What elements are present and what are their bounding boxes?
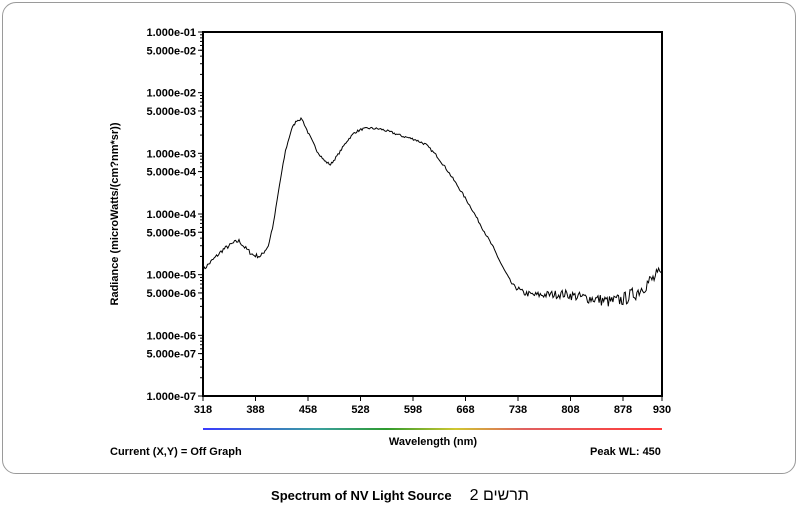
x-tick-label: 598 [404,404,422,416]
y-tick-label: 5.000e-02 [146,45,196,57]
y-tick-label: 1.000e-03 [146,148,196,160]
spectrum-color-bar [203,428,662,430]
x-tick-label: 668 [456,404,474,416]
chart: 1.000e-01 5.000e-02 1.000e-02 5.000e-03 1.00… [109,27,671,448]
y-tick-label: 5.000e-07 [146,349,196,361]
y-tick-label: 5.000e-04 [146,167,196,179]
caption-figure-number: תרשים 2 [469,487,529,504]
x-tick-label: 318 [194,404,212,416]
x-axis-label: Wavelength (nm) [389,436,478,448]
x-tick-label: 930 [653,404,671,416]
y-tick-label: 5.000e-06 [146,288,196,300]
y-tick-label: 1.000e-06 [146,330,196,342]
y-tick-label: 5.000e-03 [146,106,196,118]
y-tick-label: 1.000e-02 [146,88,196,100]
peak-wavelength-readout: Peak WL: 450 [590,446,661,458]
y-tick-label: 1.000e-07 [146,391,196,403]
y-tick-label: 1.000e-04 [146,209,196,221]
x-tick-label: 458 [299,404,317,416]
figure-caption: Spectrum of NV Light Source תרשים 2 [0,487,800,505]
y-tick-label: 1.000e-01 [146,27,196,39]
series-line [202,116,663,307]
y-tick-label: 1.000e-05 [146,270,196,282]
x-tick-label: 388 [246,404,264,416]
caption-title: Spectrum of NV Light Source [271,488,452,503]
current-xy-readout: Current (X,Y) = Off Graph [110,446,242,458]
x-tick-label: 528 [351,404,369,416]
plot-area-border [202,31,663,397]
y-tick-label: 5.000e-05 [146,227,196,239]
x-tick-label: 808 [561,404,579,416]
x-tick-label: 738 [509,404,527,416]
x-tick-label: 878 [614,404,632,416]
y-axis-label: Radiance (microWatts/(cm?nm*sr)) [109,122,121,305]
